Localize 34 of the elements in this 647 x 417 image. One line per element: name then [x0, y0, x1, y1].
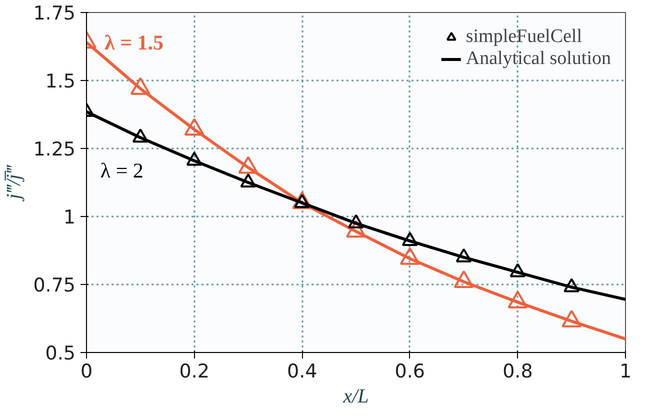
- point: [402, 232, 418, 246]
- point: [130, 77, 150, 95]
- annotation: λ = 1.5: [104, 30, 164, 54]
- x-tick-label: 0: [80, 360, 93, 382]
- legend-label: Analytical solution: [466, 48, 611, 70]
- point: [186, 152, 202, 166]
- point: [238, 156, 258, 174]
- point: [240, 173, 256, 188]
- x-tick-label: 1: [619, 360, 632, 382]
- point: [564, 278, 580, 292]
- point: [132, 128, 148, 143]
- y-tick-label: 1: [63, 206, 76, 228]
- point: [184, 118, 204, 136]
- x-tick-label: 0.4: [286, 360, 318, 382]
- point: [456, 248, 472, 262]
- point: [348, 214, 364, 228]
- x-tick-label: 0.8: [502, 360, 533, 382]
- x-tick-label: 0.6: [394, 360, 426, 382]
- point: [346, 220, 366, 238]
- y-tick-label: 0.75: [33, 274, 76, 296]
- x-tick-label: 0.2: [179, 360, 210, 382]
- point: [510, 263, 526, 278]
- point: [400, 247, 420, 265]
- point: [562, 310, 582, 328]
- annotation: λ = 2: [100, 158, 144, 183]
- y-tick-label: 1.25: [33, 138, 76, 160]
- x-axis-title: x/L: [342, 386, 369, 408]
- legend-label: simpleFuelCell: [466, 26, 582, 48]
- y-axis-title: j‴/j̅‴: [3, 164, 26, 202]
- y-tick-label: 1.75: [33, 2, 76, 24]
- point: [508, 290, 528, 308]
- y-tick-label: 0.5: [45, 342, 76, 364]
- point: [454, 270, 474, 288]
- y-tick-label: 1.5: [45, 70, 76, 92]
